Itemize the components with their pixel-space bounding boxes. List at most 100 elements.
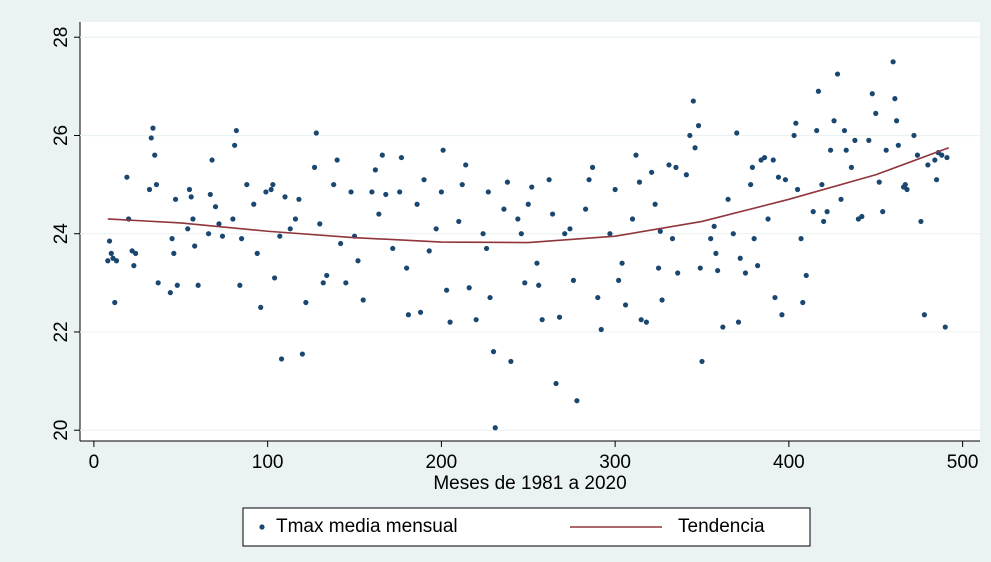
data-point: [779, 312, 785, 318]
data-point: [343, 280, 349, 286]
data-point: [690, 98, 696, 104]
data-point: [132, 250, 139, 256]
data-point: [619, 260, 625, 266]
data-point: [404, 265, 410, 271]
data-point: [303, 299, 309, 306]
data-point: [819, 181, 825, 188]
data-point: [657, 228, 663, 234]
data-point: [414, 201, 420, 207]
data-point: [782, 177, 789, 183]
data-point: [586, 177, 592, 183]
data-point: [174, 282, 180, 288]
data-point: [313, 130, 319, 136]
data-point: [841, 127, 848, 134]
data-point: [317, 221, 323, 227]
data-point: [150, 125, 156, 131]
data-point: [473, 317, 479, 323]
data-point: [666, 162, 672, 168]
data-point: [914, 152, 921, 158]
data-point: [398, 154, 405, 161]
data-point: [749, 164, 755, 170]
data-point: [515, 216, 521, 222]
legend-label: Tmax media mensual: [276, 516, 458, 537]
data-point: [296, 196, 302, 202]
data-point: [775, 174, 782, 180]
data-point: [607, 231, 613, 237]
data-point: [652, 201, 658, 207]
data-point: [873, 110, 879, 116]
data-point: [911, 132, 917, 139]
data-point: [270, 181, 276, 188]
data-point: [287, 226, 293, 232]
data-point: [673, 164, 679, 170]
data-point: [725, 196, 731, 202]
data-point: [485, 189, 491, 195]
data-point: [932, 157, 938, 163]
data-point: [876, 179, 882, 185]
data-point: [904, 186, 910, 193]
data-point: [376, 211, 382, 217]
data-point: [549, 211, 556, 217]
data-point: [742, 270, 749, 276]
data-point: [444, 287, 450, 293]
legend-label: Tendencia: [678, 516, 765, 537]
x-tick-label: 400: [773, 452, 805, 473]
data-point: [883, 147, 889, 153]
data-point: [715, 267, 721, 274]
data-point: [459, 181, 465, 188]
data-point: [629, 216, 636, 222]
data-point: [251, 201, 257, 207]
data-point: [798, 236, 804, 242]
data-point: [880, 209, 886, 215]
data-point: [869, 91, 875, 97]
data-point: [238, 236, 245, 242]
data-point: [155, 280, 161, 286]
data-point: [254, 250, 260, 256]
data-point: [185, 226, 191, 232]
data-point: [504, 179, 511, 185]
legend-swatch: [259, 524, 265, 530]
data-point: [534, 260, 540, 266]
data-point: [791, 132, 797, 139]
x-tick-label: 500: [947, 452, 979, 473]
data-point: [207, 191, 213, 198]
data-point: [892, 96, 898, 102]
data-point: [525, 201, 531, 207]
data-point: [492, 425, 498, 431]
data-point: [263, 189, 269, 195]
data-point: [890, 59, 896, 65]
data-point: [866, 137, 872, 143]
data-point: [765, 216, 771, 222]
data-point: [463, 162, 469, 168]
data-point: [687, 132, 693, 139]
data-point: [659, 297, 665, 303]
data-point: [815, 88, 822, 94]
data-point: [589, 164, 596, 170]
data-point: [843, 147, 849, 153]
data-point: [636, 179, 643, 185]
data-point: [713, 250, 719, 256]
data-point: [761, 154, 768, 161]
data-point: [814, 127, 820, 134]
data-point: [216, 221, 222, 227]
data-point: [669, 236, 676, 242]
data-point: [902, 181, 908, 188]
data-point: [244, 181, 250, 188]
data-point: [570, 277, 577, 283]
data-point: [237, 282, 243, 288]
data-point: [824, 209, 830, 215]
data-point: [148, 135, 154, 141]
data-point: [348, 189, 354, 195]
data-point: [800, 299, 806, 306]
data-point: [487, 294, 493, 301]
data-point: [277, 233, 283, 239]
y-tick-label: 28: [51, 27, 72, 48]
data-point: [153, 181, 160, 188]
data-point: [299, 351, 305, 357]
data-point: [770, 157, 776, 163]
data-point: [230, 216, 236, 222]
data-point: [735, 319, 742, 325]
data-point: [188, 194, 194, 200]
data-point: [360, 297, 366, 303]
